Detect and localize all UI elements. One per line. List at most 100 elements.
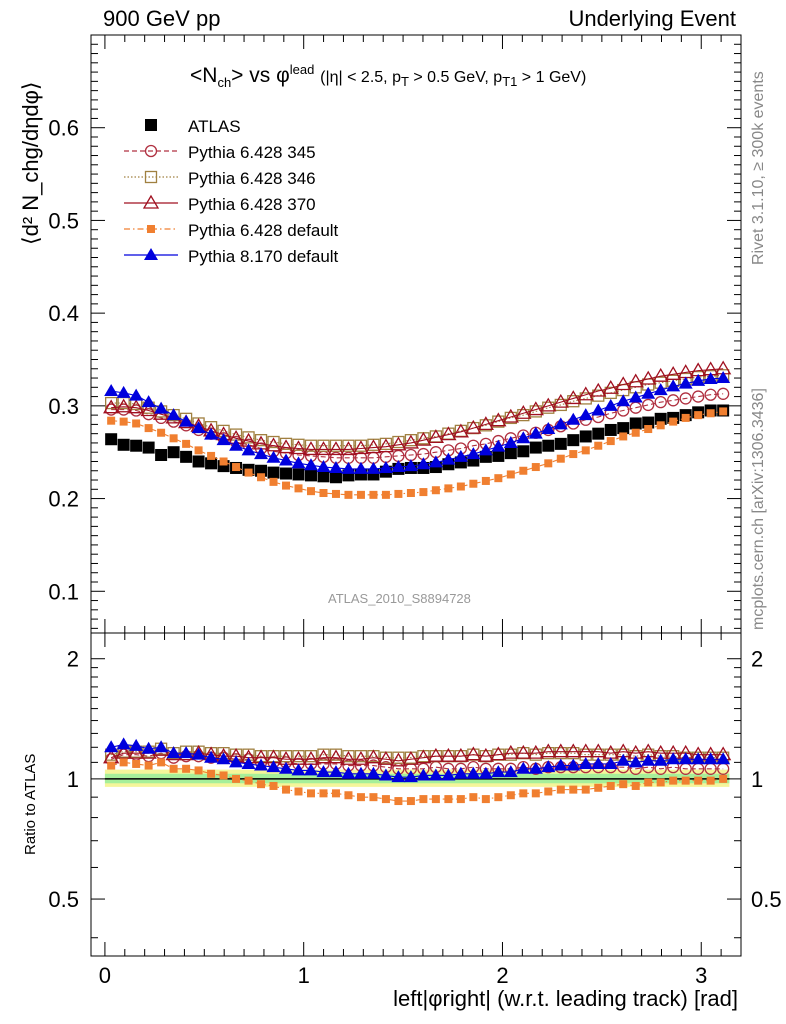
ratio-point [144,761,153,770]
data-point [517,445,530,458]
main-plot-frame: 0.1 0.2 0.3 0.4 0.5 0.6 [48,34,742,956]
ratio-point [616,753,631,766]
data-point [603,398,618,411]
ratio-point [469,793,478,802]
ratio-point [428,768,443,781]
ratio-point [494,793,503,802]
ratio-point [319,789,328,798]
data-point [656,421,665,430]
title-cuts-sub2: T1 [502,74,518,90]
data-point [431,486,440,495]
ratio-point [691,752,706,765]
ratio-point [703,752,718,765]
data-point [280,467,293,480]
data-point [166,408,181,421]
ratio-point [427,747,445,762]
ratio-point [419,795,428,804]
data-point [531,463,540,472]
ratio-point [552,743,569,758]
data-point [665,366,682,380]
data-point [540,397,557,412]
data-point [267,466,280,479]
data-point [304,439,318,452]
data-point [167,446,180,459]
ratio-point [107,761,116,770]
data-point [292,438,305,451]
ratio-point [129,738,144,751]
ratio-point [266,760,281,773]
ratio-point [415,749,432,764]
ratio-point [681,776,690,785]
ratio-point [341,766,356,779]
data-point [579,430,592,443]
data-point [144,424,153,433]
data-point [282,481,291,490]
data-point [502,408,519,423]
data-point [678,376,693,389]
data-point [169,434,178,443]
legend-marker [144,248,158,260]
ratio-point [378,768,393,781]
data-point [179,414,194,427]
legend-entry: Pythia 6.428 346 [124,169,316,188]
ratio-point [229,755,244,768]
ratio-point [619,780,628,789]
data-point [352,440,370,455]
data-point [291,456,306,469]
header-right-label: Underlying Event [568,6,736,31]
legend-label: Pythia 6.428 345 [188,143,316,162]
ratio-y-tick-label-left: 1 [67,767,79,792]
x-tick-label: 0 [99,963,111,988]
ratio-point [342,750,355,763]
ratio-point [531,789,540,798]
ratio-axes-box [90,632,742,957]
data-point [105,396,118,410]
data-point [491,439,506,452]
data-point [128,399,145,414]
ratio-point [254,758,269,771]
data-point [119,417,128,426]
data-point [569,450,578,459]
legend-entry: Pythia 6.428 345 [124,143,316,162]
ratio-point [316,765,331,778]
title-cuts-c: > 1 GeV) [517,69,587,86]
data-point [154,401,169,414]
data-point [628,390,643,403]
data-point [669,417,678,426]
data-point [416,457,431,470]
data-point [317,470,330,483]
data-point [653,383,668,396]
data-point [242,431,255,444]
data-point [155,448,168,461]
ratio-point [481,795,490,804]
ratio-point [344,791,353,800]
data-point [292,468,305,481]
data-point [390,436,407,451]
data-point [415,431,432,446]
data-point [391,460,406,473]
ratio-y-tick-label-left: 2 [67,647,79,672]
data-point [205,457,218,470]
data-point [269,477,278,486]
data-point [344,490,353,499]
main-y-tick-label: 0.6 [48,116,79,141]
data-point [529,441,542,454]
data-point [617,422,630,435]
data-point [117,438,130,451]
data-point [466,447,481,460]
data-point [406,489,415,498]
ratio-point [219,771,228,780]
ratio-point [402,750,420,765]
data-point [306,487,315,496]
title-vs: > vs φ [231,64,290,87]
data-point [616,394,631,407]
data-point [403,459,418,472]
ratio-point [527,744,544,759]
ratio-point [381,795,390,804]
ratio-point [631,781,640,790]
data-point [365,439,382,454]
series-4 [107,407,728,806]
ratio-point [669,776,678,785]
data-point [453,449,468,462]
data-point [604,423,617,436]
